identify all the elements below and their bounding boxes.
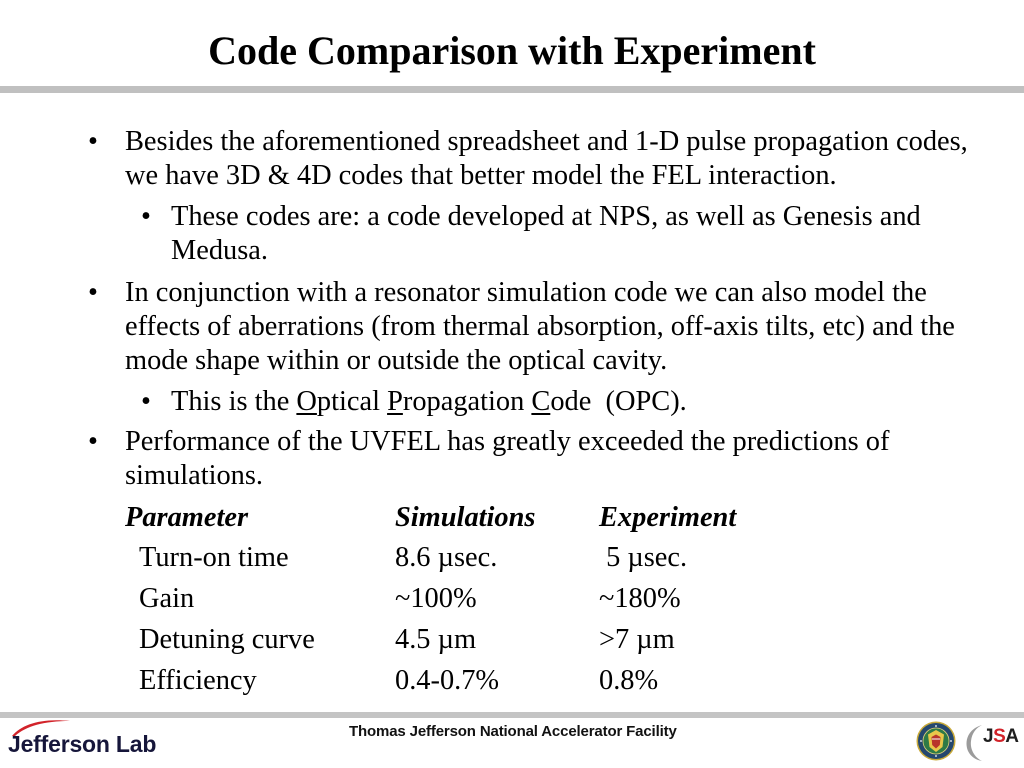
opc-underlined-letter: C xyxy=(531,386,551,417)
jefferson-lab-logo: Jefferson Lab xyxy=(6,716,166,762)
table-cell-parameter: Turn-on time xyxy=(139,542,289,573)
opc-text-segment: This is the xyxy=(171,386,297,417)
bullet-marker: • xyxy=(88,126,98,157)
sub-bullet-marker: • xyxy=(141,201,151,232)
footer-institution: Thomas Jefferson National Accelerator Fa… xyxy=(349,723,677,740)
title-divider xyxy=(0,86,1024,93)
table-cell-simulation: 0.4-0.7% xyxy=(395,665,500,696)
jsa-letter: S xyxy=(993,726,1006,747)
bullet-2-line-3: mode shape within or outside the optical… xyxy=(125,345,668,376)
table-header-parameter: Parameter xyxy=(125,502,249,533)
bullet-2-line-1: In conjunction with a resonator simulati… xyxy=(125,277,927,308)
opc-text-segment: ptical xyxy=(316,386,388,417)
bullet-1-line-2: we have 3D & 4D codes that better model … xyxy=(125,160,837,191)
table-header-simulations: Simulations xyxy=(395,502,536,533)
opc-underlined-letter: P xyxy=(387,386,403,417)
jsa-letter: A xyxy=(1005,726,1019,747)
opc-text-segment: ropagation xyxy=(402,386,532,417)
jsa-logo-text: JSA xyxy=(983,727,1019,747)
table-cell-experiment: ~180% xyxy=(599,583,681,614)
jsa-arc-icon xyxy=(966,725,982,761)
table-cell-parameter: Efficiency xyxy=(139,665,257,696)
bullet-1-line-1: Besides the aforementioned spreadsheet a… xyxy=(125,126,968,157)
opc-underlined-letter: O xyxy=(296,386,317,417)
bullet-3-line-1: Performance of the UVFEL has greatly exc… xyxy=(125,426,890,457)
bullet-marker: • xyxy=(88,277,98,308)
table-cell-simulation: 8.6 µsec. xyxy=(395,542,498,573)
slide-title: Code Comparison with Experiment xyxy=(208,28,816,73)
opc-text-segment: ode (OPC). xyxy=(550,386,687,417)
bullet-3-line-2: simulations. xyxy=(125,460,264,491)
table-cell-simulation: ~100% xyxy=(395,583,477,614)
sub-bullet-1-line-1: These codes are: a code developed at NPS… xyxy=(171,201,921,232)
sub-bullet-2-line: This is the Optical Propagation Code (OP… xyxy=(171,385,687,419)
jsa-logo: JSA xyxy=(962,721,1022,763)
table-cell-experiment: 5 µsec. xyxy=(599,542,688,573)
jlab-swoosh-icon xyxy=(12,720,70,736)
sub-bullet-1-line-2: Medusa. xyxy=(171,235,268,266)
table-cell-simulation: 4.5 µm xyxy=(395,624,477,655)
table-cell-parameter: Gain xyxy=(139,583,195,614)
table-cell-experiment: 0.8% xyxy=(599,665,659,696)
doe-seal-icon xyxy=(916,721,956,761)
sub-bullet-marker: • xyxy=(141,386,151,417)
bullet-2-line-2: effects of aberrations (from thermal abs… xyxy=(125,311,955,342)
jsa-letter: J xyxy=(983,726,994,747)
jlab-logo-text: Jefferson Lab xyxy=(8,731,157,757)
bullet-marker: • xyxy=(88,426,98,457)
table-header-experiment: Experiment xyxy=(599,502,737,533)
table-cell-parameter: Detuning curve xyxy=(139,624,315,655)
footer-divider xyxy=(0,712,1024,718)
table-cell-experiment: >7 µm xyxy=(599,624,675,655)
